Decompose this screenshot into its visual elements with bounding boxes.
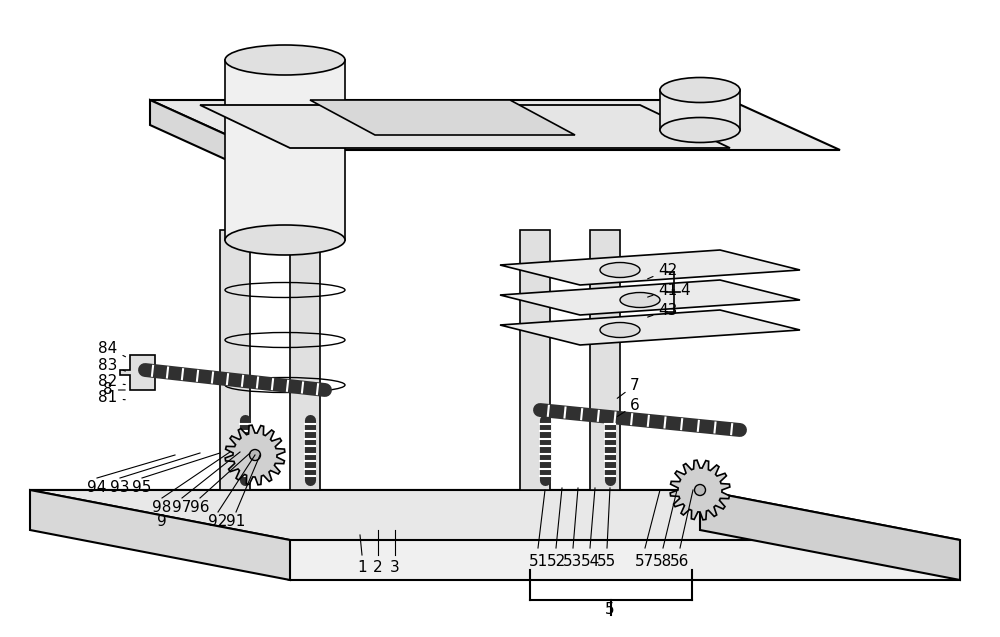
Text: 91: 91 [226, 515, 246, 529]
Polygon shape [500, 250, 800, 285]
Ellipse shape [250, 450, 261, 461]
Polygon shape [590, 230, 620, 490]
Polygon shape [500, 310, 800, 345]
Text: 52: 52 [546, 554, 566, 569]
Polygon shape [310, 100, 575, 135]
Text: 98: 98 [152, 501, 172, 515]
Text: 43: 43 [648, 303, 678, 317]
Text: 8: 8 [103, 382, 125, 397]
Text: 57: 57 [635, 554, 655, 569]
Text: 84: 84 [98, 341, 126, 357]
Text: 3: 3 [390, 561, 400, 575]
Polygon shape [700, 490, 960, 580]
Polygon shape [520, 230, 550, 490]
Text: 2: 2 [373, 561, 383, 575]
Polygon shape [220, 230, 250, 490]
Polygon shape [150, 100, 840, 150]
Text: 94: 94 [87, 480, 107, 496]
Ellipse shape [600, 262, 640, 278]
Text: 9: 9 [157, 515, 167, 529]
Text: 92: 92 [208, 515, 228, 529]
Polygon shape [30, 490, 960, 540]
Ellipse shape [660, 78, 740, 103]
Polygon shape [150, 100, 260, 175]
Text: 41: 41 [648, 282, 678, 297]
Polygon shape [500, 280, 800, 315]
Text: 83: 83 [98, 357, 125, 373]
Text: 54: 54 [580, 554, 600, 569]
Ellipse shape [660, 117, 740, 143]
Text: 96: 96 [190, 501, 210, 515]
Text: 4: 4 [672, 282, 690, 297]
Text: 42: 42 [648, 262, 678, 279]
Text: 7: 7 [617, 378, 640, 398]
Text: 93: 93 [110, 480, 130, 496]
Text: 55: 55 [597, 554, 617, 569]
Polygon shape [30, 490, 290, 580]
Polygon shape [225, 425, 285, 485]
Text: 1: 1 [357, 561, 367, 575]
Polygon shape [670, 460, 730, 520]
Text: 81: 81 [98, 390, 125, 406]
Text: 53: 53 [563, 554, 583, 569]
Polygon shape [225, 60, 345, 240]
Polygon shape [290, 230, 320, 490]
Text: 56: 56 [670, 554, 690, 569]
Ellipse shape [225, 45, 345, 75]
Ellipse shape [694, 485, 706, 496]
Text: 97: 97 [172, 501, 192, 515]
Ellipse shape [620, 292, 660, 308]
Text: 51: 51 [528, 554, 548, 569]
Text: 58: 58 [653, 554, 673, 569]
Ellipse shape [225, 225, 345, 255]
Polygon shape [660, 90, 740, 130]
Text: 6: 6 [617, 397, 640, 417]
Polygon shape [120, 355, 155, 390]
Polygon shape [30, 490, 960, 580]
Ellipse shape [600, 322, 640, 338]
Text: 95: 95 [132, 480, 152, 496]
Text: 5: 5 [605, 603, 615, 617]
Text: 82: 82 [98, 375, 125, 389]
Polygon shape [200, 105, 730, 148]
